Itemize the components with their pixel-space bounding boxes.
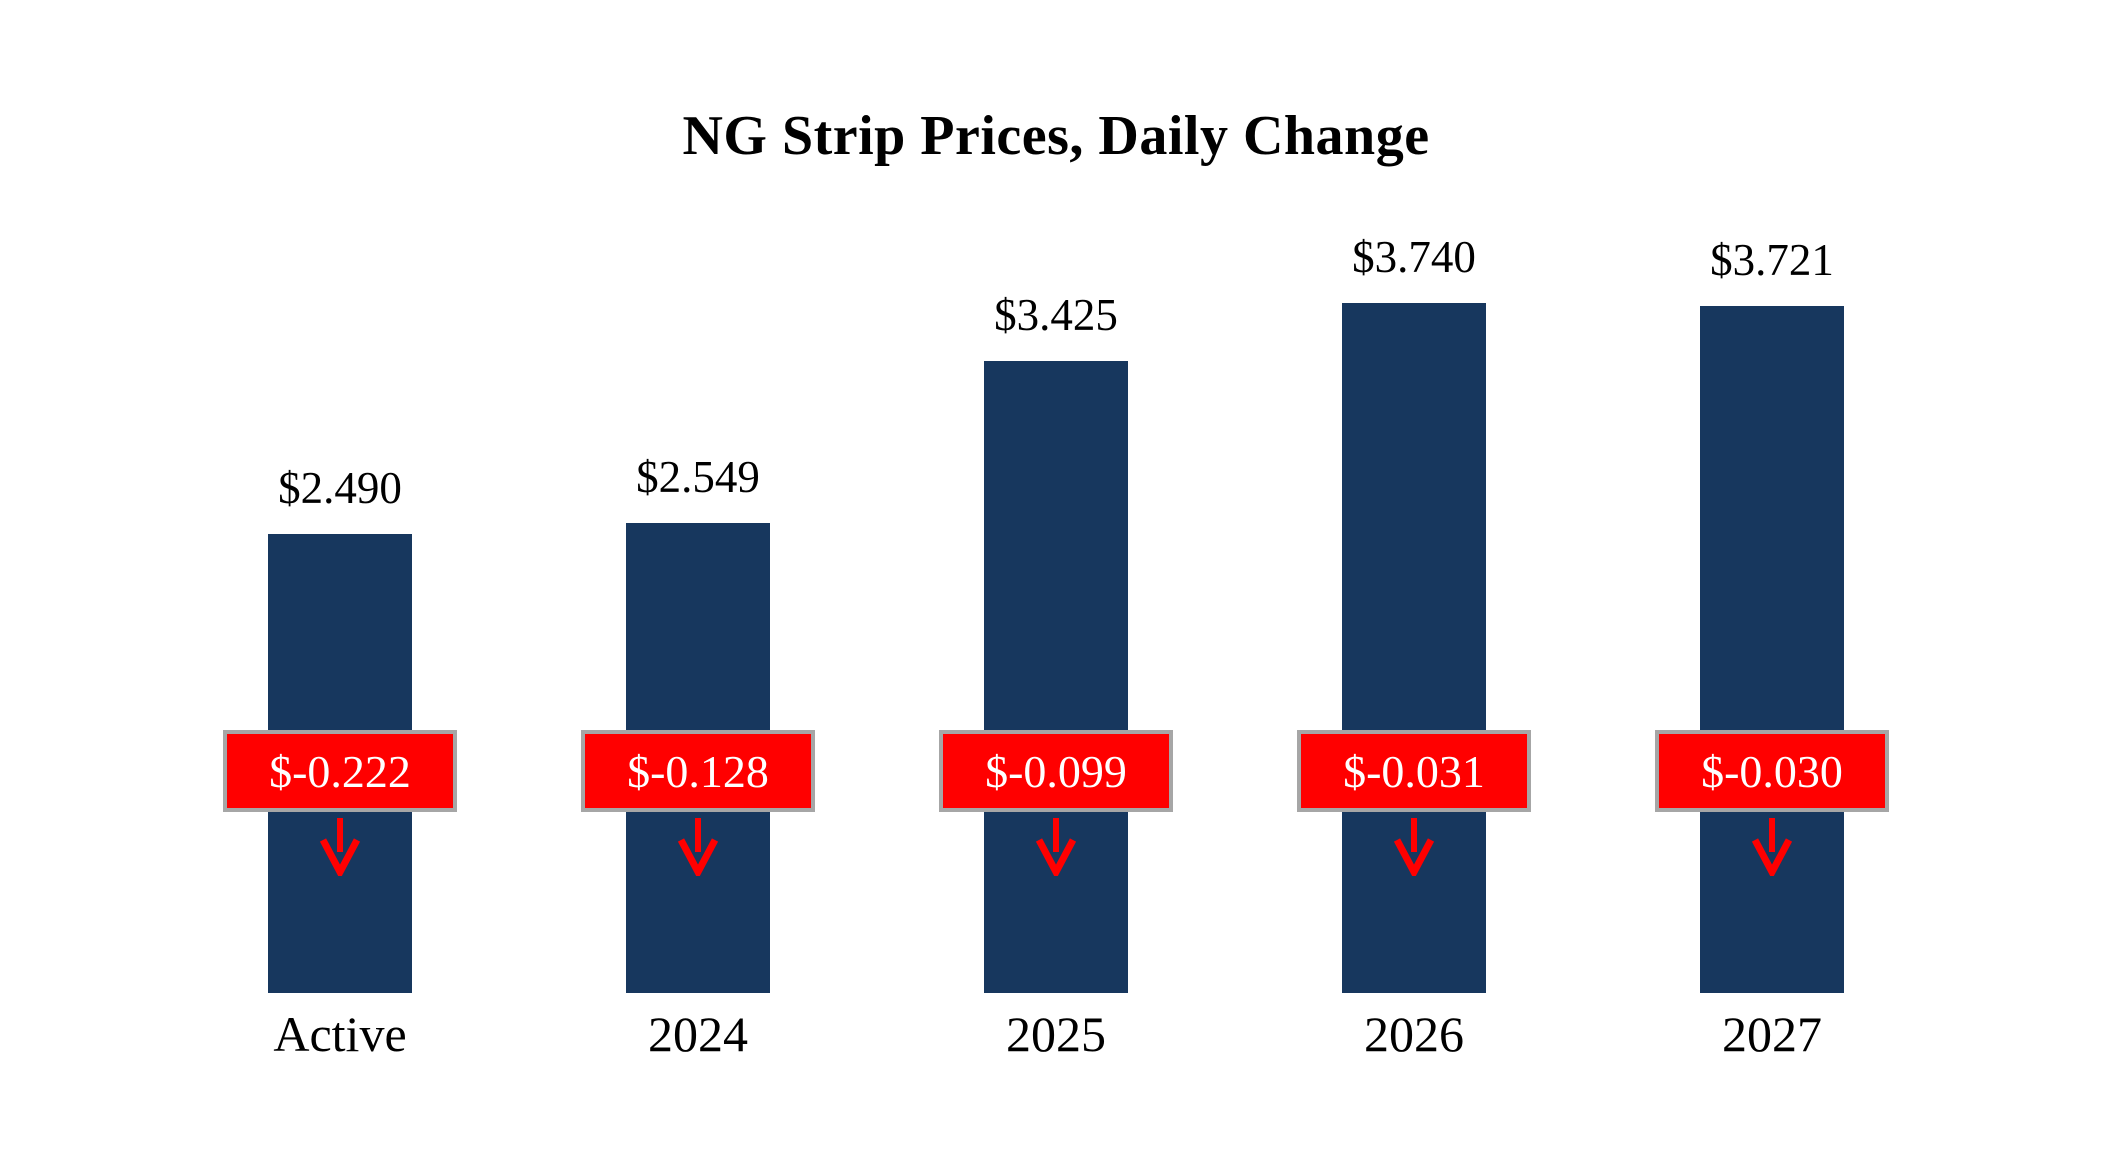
daily-change-badge: $-0.031	[1297, 730, 1531, 812]
down-arrow-icon	[1032, 818, 1080, 881]
category-label-2027: 2027	[1722, 1006, 1822, 1062]
category-label-2025: 2025	[1006, 1006, 1106, 1062]
category-label-Active: Active	[273, 1006, 407, 1062]
bar-2027	[1700, 306, 1844, 993]
category-label-2024: 2024	[648, 1006, 748, 1062]
chart-title: NG Strip Prices, Daily Change	[682, 105, 1430, 167]
daily-change-badge: $-0.222	[223, 730, 457, 812]
daily-change-badge: $-0.128	[581, 730, 815, 812]
down-arrow-icon	[1390, 818, 1438, 881]
category-label-2026: 2026	[1364, 1006, 1464, 1062]
value-label: $3.740	[1352, 232, 1476, 282]
daily-change-badge: $-0.030	[1655, 730, 1889, 812]
value-label: $2.490	[278, 463, 402, 513]
daily-change-badge: $-0.099	[939, 730, 1173, 812]
value-label: $3.721	[1710, 235, 1834, 285]
bar-2025	[984, 361, 1128, 993]
bar-2026	[1342, 303, 1486, 993]
down-arrow-icon	[316, 818, 364, 881]
down-arrow-icon	[674, 818, 722, 881]
value-label: $2.549	[636, 452, 760, 502]
down-arrow-icon	[1748, 818, 1796, 881]
value-label: $3.425	[994, 290, 1118, 340]
